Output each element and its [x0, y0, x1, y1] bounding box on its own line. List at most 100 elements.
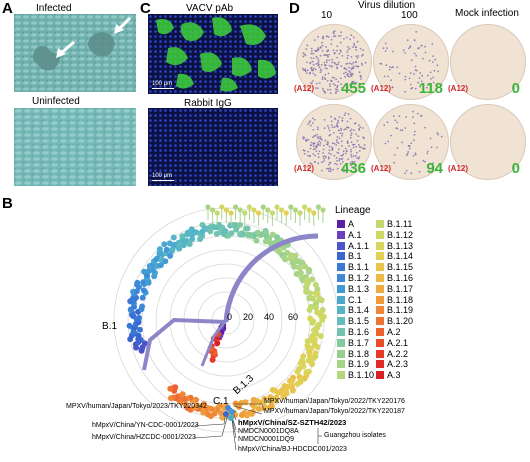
tree-tip [156, 246, 163, 253]
legend-swatch [337, 349, 345, 358]
plaque-well [296, 104, 372, 180]
tree-tip [141, 340, 148, 347]
plaque-dots [302, 112, 366, 173]
legend-label: A.2.3 [387, 359, 409, 370]
tree-tip [309, 319, 316, 326]
tree-tip [288, 204, 294, 210]
rabbit-igg-micrograph: 100 μm [148, 108, 278, 186]
tree-tip [292, 207, 298, 213]
legend-swatch [337, 360, 345, 369]
scale-bar-bottom [152, 180, 174, 181]
radial-tick-0: 0 [227, 312, 232, 322]
tree-tip [250, 396, 257, 403]
tree-tip [136, 326, 143, 333]
isolate-bj: hMpxV/China/BJ-HDCDC001/2023 [238, 446, 347, 453]
legend-swatch [337, 306, 345, 315]
tree-tip [219, 414, 226, 421]
tree-tip [222, 228, 229, 235]
tree-tip [280, 393, 287, 400]
legend-swatch [376, 349, 384, 358]
guangzhou-label: Guangzhou isolates [324, 432, 386, 439]
tree-tip [297, 270, 304, 276]
tree-tip [176, 245, 183, 252]
tree-tip [157, 262, 164, 269]
radial-tick-40: 40 [264, 312, 274, 322]
legend-swatch [337, 241, 345, 250]
tree-tip [214, 340, 221, 347]
well-count: 455 [340, 80, 366, 97]
legend-swatch [376, 328, 384, 336]
tree-tip [267, 394, 274, 401]
branch-label-c1: C.1 [213, 396, 229, 407]
tree-tip [279, 207, 285, 213]
legend-label: B.1.12 [387, 229, 414, 240]
legend-swatch [337, 284, 345, 293]
infected-label: Infected [36, 3, 72, 14]
tree-tip [136, 314, 142, 321]
tree-tip [139, 303, 146, 310]
tree-tip [315, 204, 321, 210]
legend-label: B.1.11 [387, 219, 413, 229]
tree-tip [319, 316, 326, 323]
isolate-sz: hMpxV/China/SZ-SZTH42/2023 [238, 418, 347, 427]
tree-tip [207, 228, 214, 235]
plaque-dots [379, 31, 439, 93]
rabbit-igg-micrograph-image [148, 108, 278, 186]
tree-tip [251, 207, 257, 213]
legend-swatch [376, 220, 384, 228]
panel-d-label: D [289, 0, 300, 17]
plaque-well [296, 24, 372, 100]
legend-label: A.1 [348, 229, 362, 240]
legend-label: C.1 [348, 294, 363, 305]
uninfected-micrograph [14, 108, 136, 186]
legend-swatch [337, 274, 345, 282]
plaque-dots [383, 110, 443, 175]
plaque-well [373, 24, 449, 100]
legend-label: B.1.3 [348, 283, 370, 294]
tree-tip [217, 410, 224, 416]
legend-label: B.1.7 [348, 337, 370, 348]
tree-tip [306, 207, 312, 213]
tree-tip [311, 210, 317, 216]
tree-tip [240, 231, 247, 238]
rabbit-igg-label: Rabbit IgG [184, 98, 232, 109]
tree-tip [314, 344, 321, 350]
tree-tip [269, 386, 276, 393]
branch-label-b1: B.1 [102, 321, 117, 332]
legend-label: A.2 [387, 327, 401, 337]
legend-label: A.3 [387, 370, 401, 381]
tree-tip [312, 281, 319, 288]
tree-tip [140, 287, 147, 294]
tree-tip [249, 401, 256, 408]
panel-a-label: A [2, 0, 13, 17]
tree-tip [294, 368, 301, 375]
virus-dilution-label: Virus dilution [358, 0, 416, 11]
tree-tip [162, 258, 169, 265]
dilution-10-label: 10 [321, 10, 333, 21]
well-tag: (A12) [294, 164, 315, 173]
tree-tip [302, 263, 309, 270]
tree-tip [228, 230, 235, 237]
tree-tip [244, 225, 251, 232]
uninfected-micrograph-image [14, 108, 136, 186]
legend-label: B.1.10 [348, 370, 375, 381]
isolate-q8a: NMDCN0001DQ8A [238, 428, 299, 435]
legend-swatch [376, 230, 384, 239]
tree-tip [163, 246, 170, 253]
plaque-well [450, 24, 526, 100]
well-tag: (A12) [371, 84, 392, 93]
isolate-hz: hMpxV/China/HZCDC-0001/2023 [92, 434, 196, 441]
legend-swatch [376, 371, 384, 380]
legend-label: B.1 [348, 251, 362, 262]
legend-swatch [376, 306, 384, 315]
tree-tip [150, 267, 157, 274]
radial-tick-20: 20 [243, 312, 253, 322]
legend-swatch [337, 338, 345, 347]
legend-label: B.1.19 [387, 305, 414, 316]
tree-tip [237, 207, 243, 213]
tree-tip [307, 290, 314, 297]
legend-title: Lineage [335, 205, 371, 216]
tree-tip [134, 279, 141, 286]
tree-tip [228, 210, 234, 216]
legend-swatch [376, 252, 384, 261]
